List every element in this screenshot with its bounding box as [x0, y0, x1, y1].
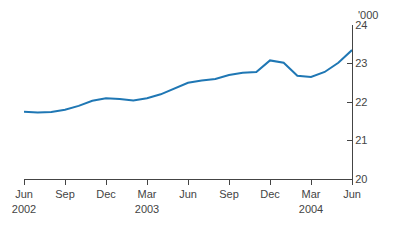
svg-text:Jun: Jun [343, 188, 361, 200]
svg-text:Dec: Dec [260, 188, 280, 200]
svg-text:Mar2003: Mar2003 [135, 188, 159, 214]
svg-text:21: 21 [355, 134, 367, 146]
svg-text:23: 23 [355, 57, 367, 69]
svg-text:Dec: Dec [96, 188, 116, 200]
svg-text:Jun: Jun [179, 188, 197, 200]
svg-text:'000: '000 [358, 9, 378, 21]
svg-text:20: 20 [355, 173, 367, 185]
svg-text:Jun2002: Jun2002 [12, 188, 36, 214]
svg-text:Sep: Sep [55, 188, 75, 200]
svg-text:Mar2004: Mar2004 [299, 188, 323, 214]
svg-text:Sep: Sep [219, 188, 239, 200]
svg-text:22: 22 [355, 96, 367, 108]
svg-text:24: 24 [355, 19, 367, 31]
